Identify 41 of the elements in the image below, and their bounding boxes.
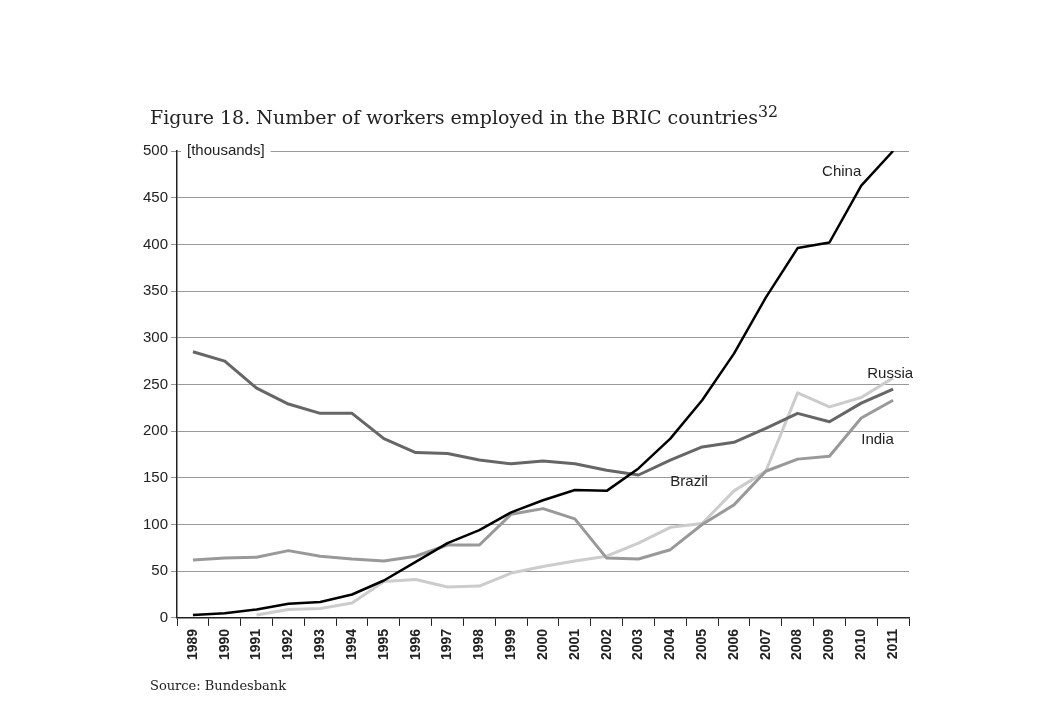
x-tick-label: 2006 bbox=[724, 628, 741, 661]
x-tick-label: 1997 bbox=[438, 628, 455, 661]
x-tick-label: 1996 bbox=[406, 628, 423, 661]
y-axis-title: [thousands] bbox=[187, 141, 265, 159]
x-tick-label: 1994 bbox=[342, 628, 359, 661]
source-note: Source: Bundesbank bbox=[150, 678, 287, 693]
y-tick-label: 100 bbox=[143, 514, 169, 532]
x-tick-label: 2007 bbox=[756, 628, 773, 661]
x-tick-label: 1991 bbox=[247, 628, 264, 661]
y-tick-label: 150 bbox=[143, 467, 169, 485]
x-tick-label: 2008 bbox=[788, 628, 805, 661]
x-tick-label: 1992 bbox=[279, 628, 296, 661]
chart-title: Figure 18. Number of workers employed in the BRIC countries$^{32}$ bbox=[150, 102, 779, 129]
x-tick-label: 2002 bbox=[597, 628, 614, 661]
x-tick-label: 2010 bbox=[852, 628, 869, 661]
y-tick-label: 450 bbox=[143, 187, 169, 205]
y-tick-label: 400 bbox=[143, 234, 169, 252]
x-tick-label: 2003 bbox=[629, 628, 646, 661]
x-tick-label: 2004 bbox=[661, 628, 678, 661]
y-tick-label: 500 bbox=[143, 141, 169, 159]
y-tick-label: 250 bbox=[143, 374, 169, 392]
x-tick-label: 2005 bbox=[693, 628, 709, 661]
y-tick-label: 0 bbox=[159, 608, 169, 625]
y-tick-label: 350 bbox=[143, 281, 169, 299]
series-label: China bbox=[822, 161, 862, 179]
y-tick-label: 50 bbox=[151, 561, 169, 579]
x-tick-label: 1989 bbox=[183, 628, 200, 661]
series-label: India bbox=[861, 430, 895, 448]
x-tick-label: 1990 bbox=[215, 628, 232, 661]
x-tick-label: 2009 bbox=[820, 628, 837, 661]
x-tick-label: 1995 bbox=[374, 628, 391, 661]
x-tick-label: 2001 bbox=[565, 628, 582, 661]
series-label: Brazil bbox=[670, 472, 708, 490]
x-tick-label: 2000 bbox=[533, 628, 550, 661]
y-tick-label: 300 bbox=[143, 327, 169, 345]
series-label: Russia bbox=[867, 363, 914, 381]
x-tick-label: 1999 bbox=[502, 628, 519, 661]
y-tick-label: 200 bbox=[143, 421, 169, 439]
x-tick-label: 1993 bbox=[311, 628, 328, 661]
x-tick-label: 1998 bbox=[470, 628, 487, 661]
x-tick-label: 2011 bbox=[883, 628, 900, 660]
